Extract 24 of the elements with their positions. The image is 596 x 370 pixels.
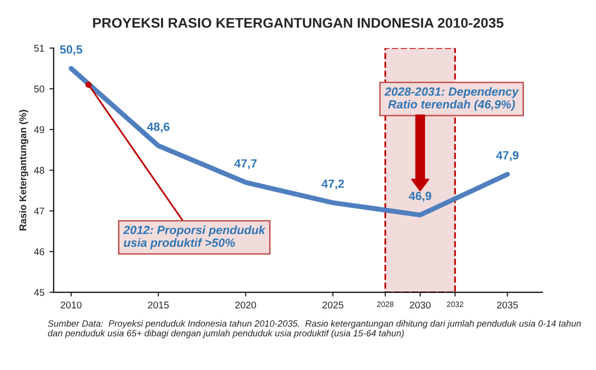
y-tick-label: 45 — [34, 289, 44, 296]
x-tick-label: 2020 — [235, 302, 256, 308]
text: 46,9 — [408, 192, 432, 202]
annotation: 2012: Proporsi penduduk usia produktif >50% — [123, 225, 266, 250]
annotation: 2028-2031: Dependency Ratio terendah (46,9%) — [384, 87, 520, 111]
y-tick-label: 49 — [34, 126, 44, 134]
y-axis-title: Rasio Ketergantungan (%) — [19, 110, 28, 230]
y-tick-label: 51 — [34, 44, 44, 52]
y-tick-label: 46 — [34, 248, 44, 256]
x-tick-label: 2030 — [410, 302, 431, 308]
text: Sumber Data: Proyeksi penduduk Indonesia tahun 2010-2035. Rasio ketergantungan dihitung dari jumlah penduduk usia 0-14 tahun dan penduduk usia 65+ dibagi dengan jumlah penduduk usia produktif (usia 15-64 tahun) — [48, 320, 581, 338]
text: 47,2 — [322, 180, 344, 190]
text: 47,7 — [234, 159, 257, 170]
y-tick-label: 48 — [34, 166, 44, 174]
chart-title: PROYEKSI RASIO KETERGANTUNGAN INDONESIA 2010-2035 — [93, 18, 504, 28]
y-tick-label: 50 — [34, 86, 44, 92]
y-tick-label: 47 — [34, 208, 44, 214]
x-tick-label: 2015 — [148, 302, 169, 308]
x-tick-label: 2025 — [322, 302, 344, 308]
text: 48,6 — [147, 122, 170, 133]
x-tick-label: 2010 — [60, 302, 82, 308]
text: 47,9 — [496, 151, 519, 162]
x-tick-label: 2035 — [497, 302, 518, 308]
text: 50,5 — [60, 45, 82, 56]
